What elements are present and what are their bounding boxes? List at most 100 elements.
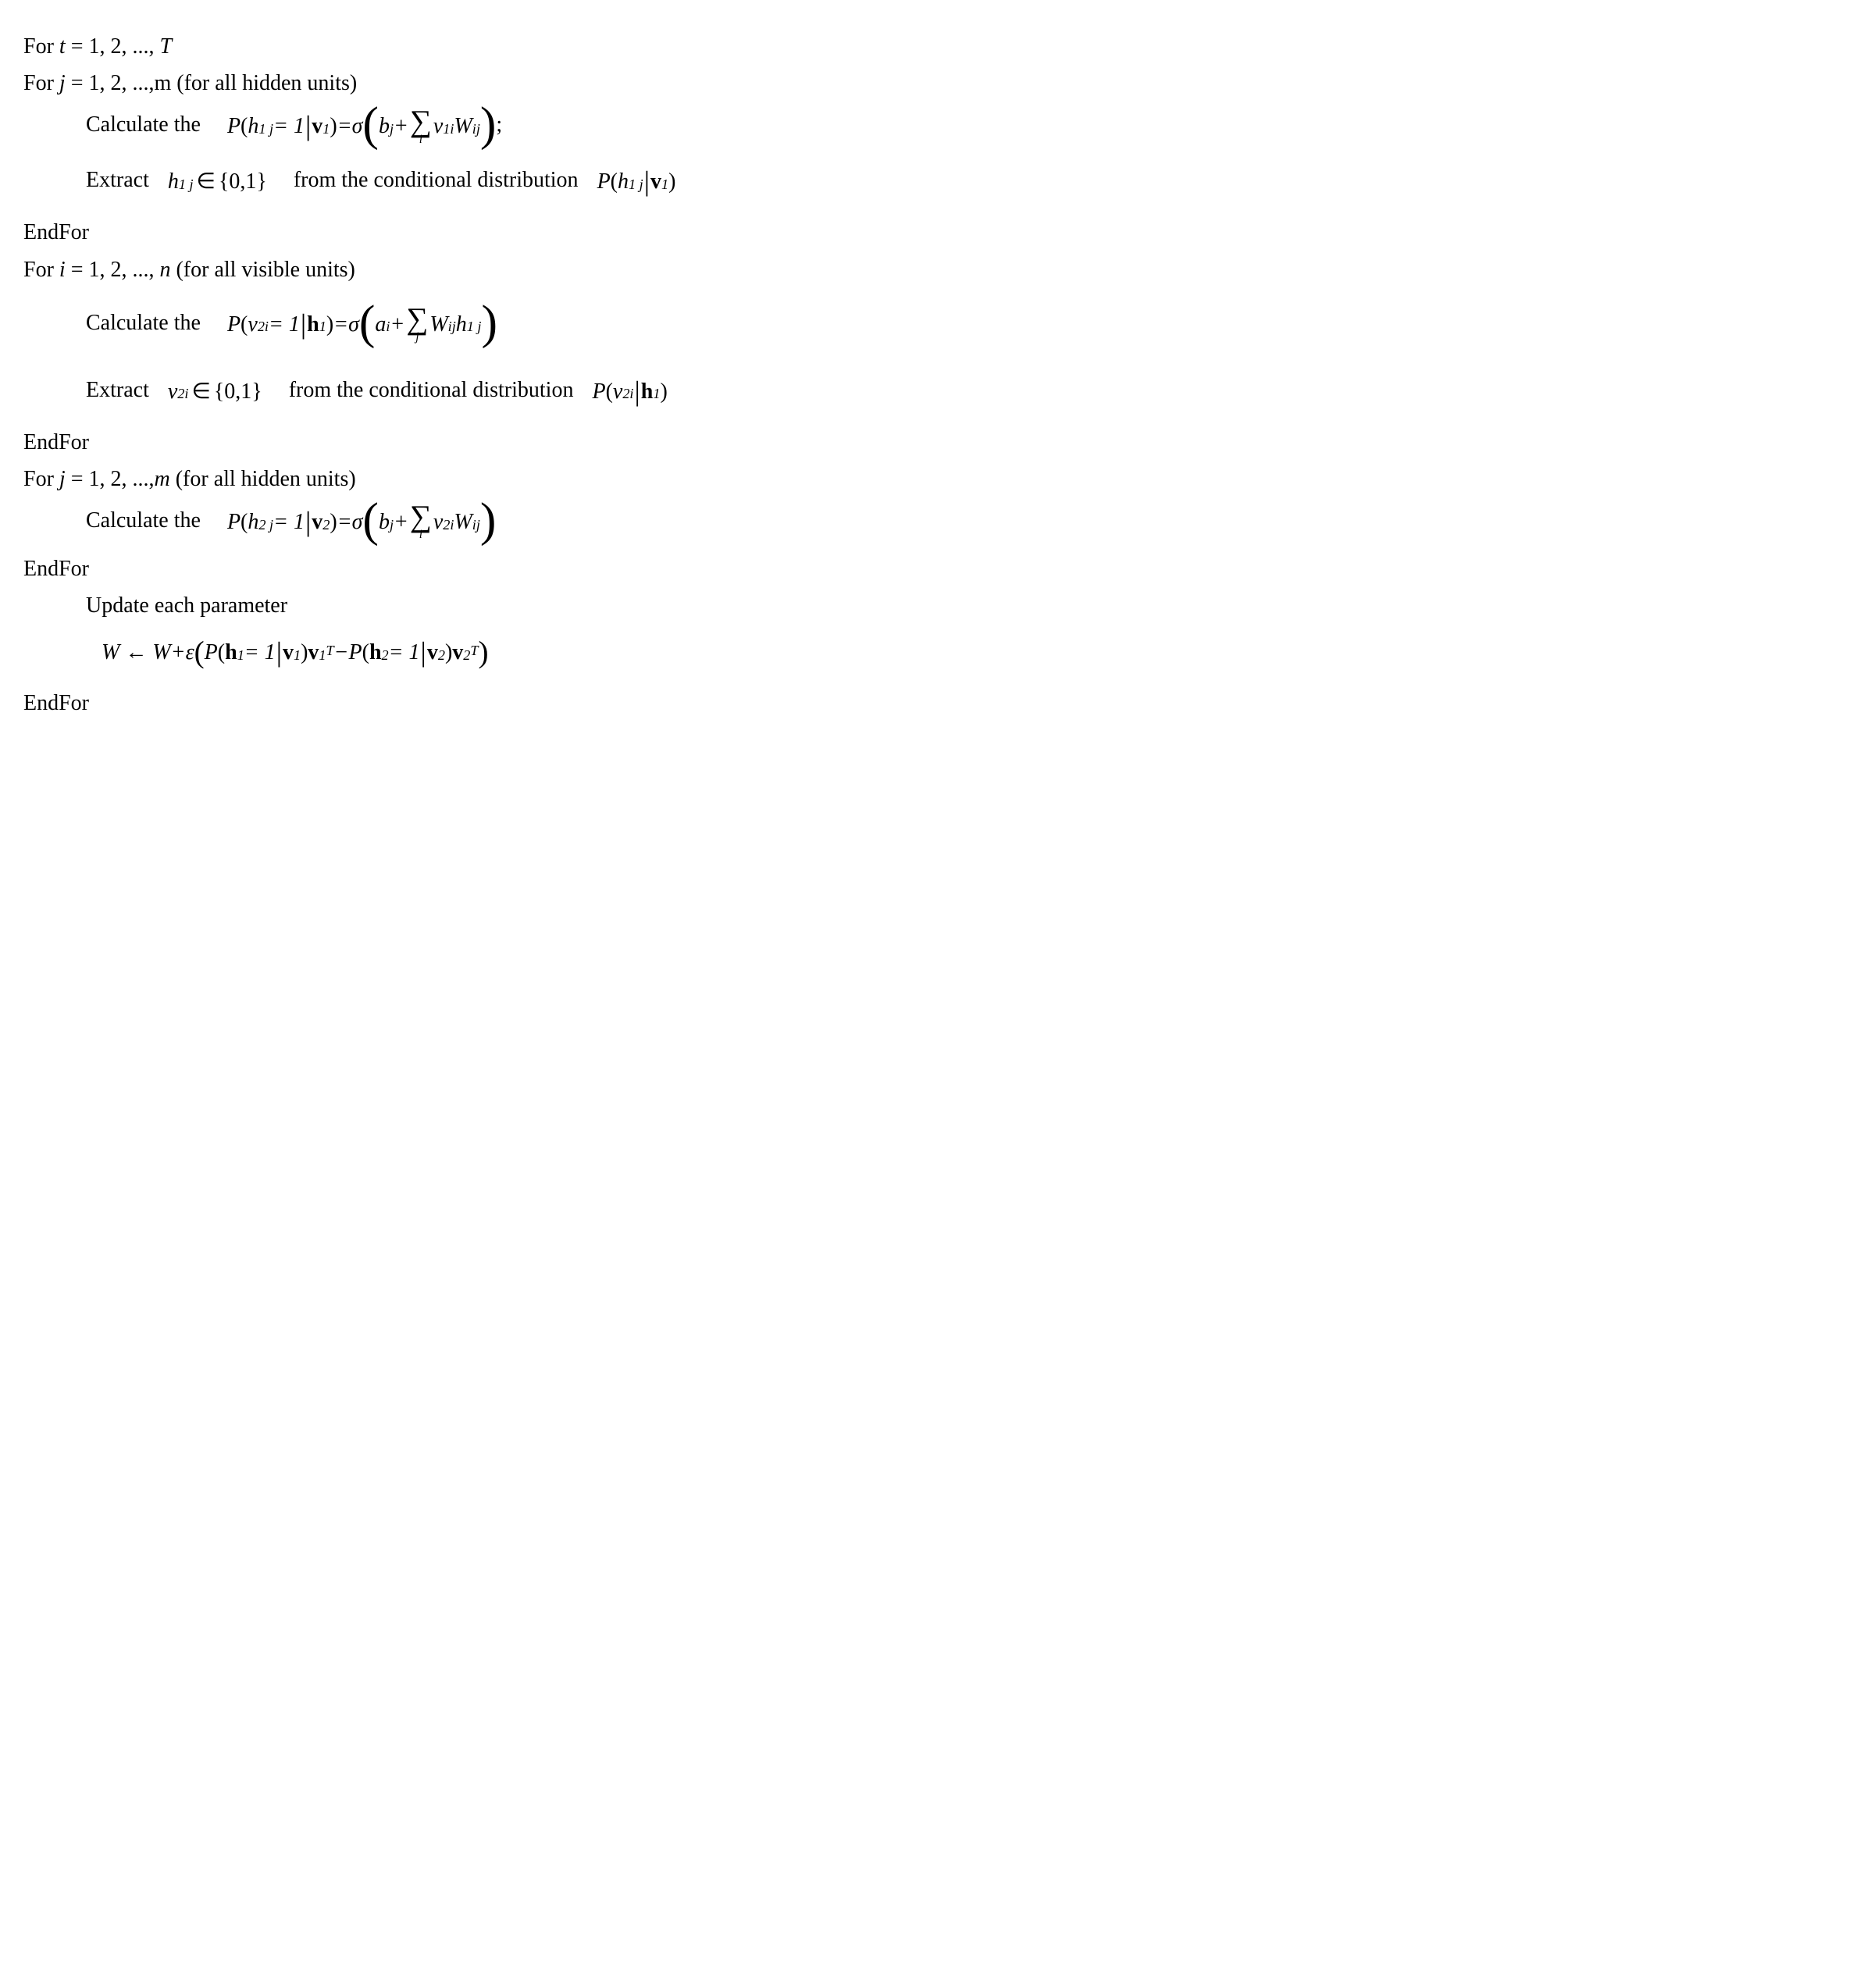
text: − [334, 637, 349, 668]
sym-b: b [379, 507, 390, 537]
text: Extract [86, 378, 155, 402]
sym-v-bold: v [308, 637, 319, 668]
sym-h-bold: h [369, 637, 382, 668]
line-for-i-visible: For i = 1, 2, ..., n (for all visible un… [23, 255, 1837, 285]
sym-sigma: σ [348, 309, 359, 340]
sym-W: W [429, 309, 447, 340]
line-for-j-hidden: For j = 1, 2, ...,m (for all hidden unit… [23, 68, 1837, 98]
expr-prob-h1j-v1: P(h1 j|v1) [597, 162, 676, 201]
line-extract-v2i: Extract v2i∈{0,1} from the conditional d… [23, 372, 1837, 411]
sym-v: v [433, 111, 443, 141]
sym-P: P [349, 637, 362, 668]
sym-v-bold: v [312, 111, 322, 141]
line-calc-v2i: Calculate the P(v2i = 1|h1) = σ ( ai + ∑… [23, 305, 1837, 344]
text: Extract [86, 168, 155, 192]
text: EndFor [23, 220, 89, 244]
sym-v-bold: v [452, 637, 463, 668]
text: = 1 [389, 637, 420, 668]
sym-a: a [375, 309, 386, 340]
sym-v-bold: v [427, 637, 438, 668]
line-endfor-3: EndFor [23, 554, 1837, 584]
line-endfor-4: EndFor [23, 688, 1837, 718]
sym-P: P [597, 166, 611, 197]
text: + [390, 309, 404, 340]
sym-h: h [248, 507, 258, 537]
text: = 1, 2, ...,m (for all hidden units) [66, 71, 358, 95]
var-n: n [159, 258, 170, 282]
text: For [23, 71, 59, 95]
sym-in: ∈ [197, 166, 216, 197]
var-j: j [59, 467, 66, 491]
text: Update each parameter [86, 593, 287, 618]
sym-h-bold: h [641, 376, 654, 407]
sym-v: v [613, 376, 622, 407]
text: = 1 [269, 309, 300, 340]
sym-P: P [227, 111, 241, 141]
var-t: t [59, 34, 66, 59]
line-update-param: Update each parameter [23, 590, 1837, 621]
text: (for all hidden units) [170, 467, 356, 491]
line-extract-h1j: Extract h1 j∈{0,1} from the conditional … [23, 162, 1837, 201]
text: For [23, 467, 59, 491]
equation-prob-h2j: P(h2 j = 1|v2) = σ ( bj + ∑ i v2iWij ) [227, 502, 496, 542]
sym-v-bold: v [283, 637, 294, 668]
text: = 1 [273, 507, 305, 537]
sym-h: h [168, 166, 179, 197]
sym-W: W [152, 637, 170, 668]
text: + [394, 111, 408, 141]
sym-W: W [102, 637, 119, 668]
text: = 1 [273, 111, 305, 141]
set-01: {0,1} [219, 166, 267, 197]
expr-h1j-set: h1 j∈{0,1} [168, 166, 267, 197]
line-for-j-hidden-2: For j = 1, 2, ...,m (for all hidden unit… [23, 464, 1837, 494]
sum-over-j: ∑ j [406, 305, 428, 344]
sym-P: P [227, 309, 241, 340]
var-m: m [154, 467, 169, 491]
line-calc-h2j: Calculate the P(h2 j = 1|v2) = σ ( bj + … [23, 502, 1837, 542]
sum-over-i: ∑ i [410, 108, 432, 146]
text: = [337, 111, 352, 141]
line-calc-h1j: Calculate the P(h1 j = 1|v1) = σ ( bj + … [23, 106, 1837, 146]
line-update-W: W ← W + ε ( P(h1 = 1|v1)v1T − P(h2 = 1|v… [23, 632, 1837, 672]
text: For [23, 258, 59, 282]
equation-prob-v2i: P(v2i = 1|h1) = σ ( ai + ∑ j Wijh1 j ) [227, 305, 497, 344]
expr-prob-v2i-h1: P(v2i|h1) [592, 372, 667, 411]
sym-h: h [618, 166, 629, 197]
sym-h-bold: h [225, 637, 237, 668]
sym-v: v [433, 507, 443, 537]
sym-epsilon: ε [186, 637, 194, 668]
var-j: j [59, 71, 66, 95]
semicolon: ; [496, 112, 502, 137]
sym-v: v [168, 376, 177, 407]
sym-in: ∈ [191, 376, 210, 407]
text: = 1, 2, ..., [66, 258, 160, 282]
line-for-t: For t = 1, 2, ..., T [23, 31, 1837, 62]
line-endfor-1: EndFor [23, 217, 1837, 248]
text: For [23, 34, 59, 59]
var-i: i [59, 258, 66, 282]
sym-h: h [248, 111, 258, 141]
text: Calculate the [86, 311, 206, 335]
text: + [394, 507, 408, 537]
var-T: T [159, 34, 172, 59]
text: = 1 [244, 637, 276, 668]
sym-b: b [379, 111, 390, 141]
sym-sigma: σ [352, 507, 363, 537]
text: Calculate the [86, 508, 206, 533]
sym-h: h [456, 309, 467, 340]
text: = 1, 2, ..., [66, 467, 155, 491]
expr-v2i-set: v2i∈{0,1} [168, 376, 262, 407]
sym-W: W [454, 507, 472, 537]
text: EndFor [23, 691, 89, 715]
sym-sigma: σ [352, 111, 363, 141]
text: from the conditional distribution [288, 168, 584, 192]
text: (for all visible units) [170, 258, 355, 282]
text: = 1, 2, ..., [66, 34, 160, 59]
text: Calculate the [86, 112, 206, 137]
text: = [333, 309, 348, 340]
text: from the conditional distribution [283, 378, 579, 402]
equation-update-W: W ← W + ε ( P(h1 = 1|v1)v1T − P(h2 = 1|v… [102, 632, 489, 672]
sym-arrow: ← [125, 637, 147, 668]
sym-P: P [205, 637, 218, 668]
sym-P: P [227, 507, 241, 537]
